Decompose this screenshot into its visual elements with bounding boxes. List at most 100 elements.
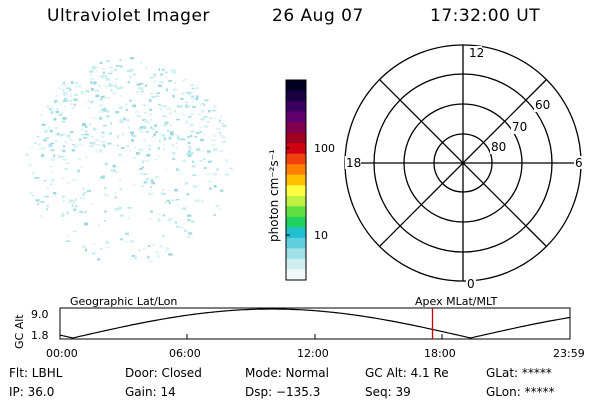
image-pixel <box>105 109 110 113</box>
image-pixel <box>203 133 206 136</box>
colorbar-segment <box>286 185 306 197</box>
image-pixel <box>114 78 118 80</box>
image-pixel <box>72 208 77 212</box>
image-pixel <box>216 168 219 171</box>
image-pixel <box>58 148 62 150</box>
image-pixel <box>169 253 173 256</box>
image-pixel <box>88 70 93 73</box>
x-tick-label-1200: 12:00 <box>297 347 329 360</box>
image-pixel <box>50 171 53 173</box>
image-pixel <box>46 208 48 211</box>
image-pixel <box>178 169 181 172</box>
image-pixel <box>145 131 150 133</box>
image-pixel <box>192 174 197 176</box>
image-pixel <box>103 220 106 222</box>
image-pixel <box>83 191 87 194</box>
image-pixel <box>174 221 177 224</box>
image-pixel <box>189 149 192 151</box>
image-pixel <box>81 187 85 190</box>
image-pixel <box>158 103 161 105</box>
image-pixel <box>46 204 49 208</box>
gain-status: Gain: 14 <box>125 385 176 399</box>
image-pixel <box>214 116 217 119</box>
image-pixel <box>169 124 172 127</box>
image-pixel <box>93 81 97 85</box>
image-pixel <box>200 118 205 121</box>
image-pixel <box>154 74 157 77</box>
image-pixel <box>140 62 142 64</box>
image-pixel <box>70 103 73 106</box>
image-pixel <box>105 96 110 99</box>
image-pixel <box>32 171 34 175</box>
image-pixel <box>120 118 122 121</box>
image-pixel <box>181 138 186 140</box>
y-tick-label-low: 1.8 <box>31 329 49 342</box>
image-pixel <box>171 199 176 202</box>
image-pixel <box>177 204 179 208</box>
image-pixel <box>125 109 128 111</box>
image-pixel <box>95 94 100 98</box>
image-pixel <box>157 147 160 150</box>
colorbar-segment <box>286 258 306 271</box>
image-pixel <box>165 88 168 92</box>
image-pixel <box>100 135 105 138</box>
image-pixel <box>60 214 65 217</box>
image-pixel <box>53 100 57 103</box>
image-pixel <box>136 115 141 118</box>
image-pixel <box>155 251 159 254</box>
image-pixel <box>138 128 142 132</box>
image-pixel <box>199 130 202 133</box>
image-pixel <box>140 131 144 133</box>
image-pixel <box>94 89 100 92</box>
image-pixel <box>118 106 123 109</box>
image-pixel <box>61 134 63 136</box>
image-pixel <box>85 90 90 93</box>
image-pixel <box>187 145 192 148</box>
image-pixel <box>165 249 167 253</box>
color-bar <box>285 79 307 281</box>
image-pixel <box>197 113 201 116</box>
image-pixel <box>170 69 172 71</box>
image-pixel <box>200 138 204 142</box>
polar-lat-label-70: 70 <box>512 120 527 134</box>
label-bg <box>466 276 476 289</box>
image-pixel <box>128 216 131 220</box>
colorbar-segment <box>286 143 306 155</box>
image-pixel <box>43 180 47 182</box>
image-pixel <box>79 85 82 88</box>
image-pixel <box>151 179 154 183</box>
image-pixel <box>149 210 153 213</box>
timeline-right-title: Apex MLat/MLT <box>415 295 498 308</box>
image-pixel <box>224 159 229 161</box>
image-pixel <box>187 94 190 96</box>
polar-label-12: 12 <box>469 46 484 60</box>
image-pixel <box>162 235 165 237</box>
image-pixel <box>62 100 67 103</box>
image-pixel <box>187 154 192 158</box>
image-pixel <box>148 144 151 147</box>
image-pixel <box>147 120 150 124</box>
image-pixel <box>100 247 103 250</box>
colorbar-segment <box>286 153 306 165</box>
image-pixel <box>132 157 136 159</box>
image-pixel <box>50 165 52 168</box>
image-pixel <box>82 137 87 139</box>
image-pixel <box>189 152 194 155</box>
image-pixel <box>172 69 176 73</box>
image-pixel <box>91 67 96 70</box>
image-pixel <box>137 87 141 90</box>
image-pixel <box>134 146 137 149</box>
image-pixel <box>74 198 77 201</box>
image-pixel <box>110 122 113 125</box>
image-pixel <box>132 134 137 138</box>
image-pixel <box>171 132 174 136</box>
image-pixel <box>140 185 145 188</box>
image-pixel <box>162 148 166 150</box>
image-pixel <box>220 135 224 137</box>
image-pixel <box>77 143 83 146</box>
colorbar-segment <box>286 111 306 123</box>
colorbar-segment <box>286 90 306 102</box>
image-pixel <box>150 126 152 129</box>
image-pixel <box>97 151 102 153</box>
image-pixel <box>160 192 163 195</box>
